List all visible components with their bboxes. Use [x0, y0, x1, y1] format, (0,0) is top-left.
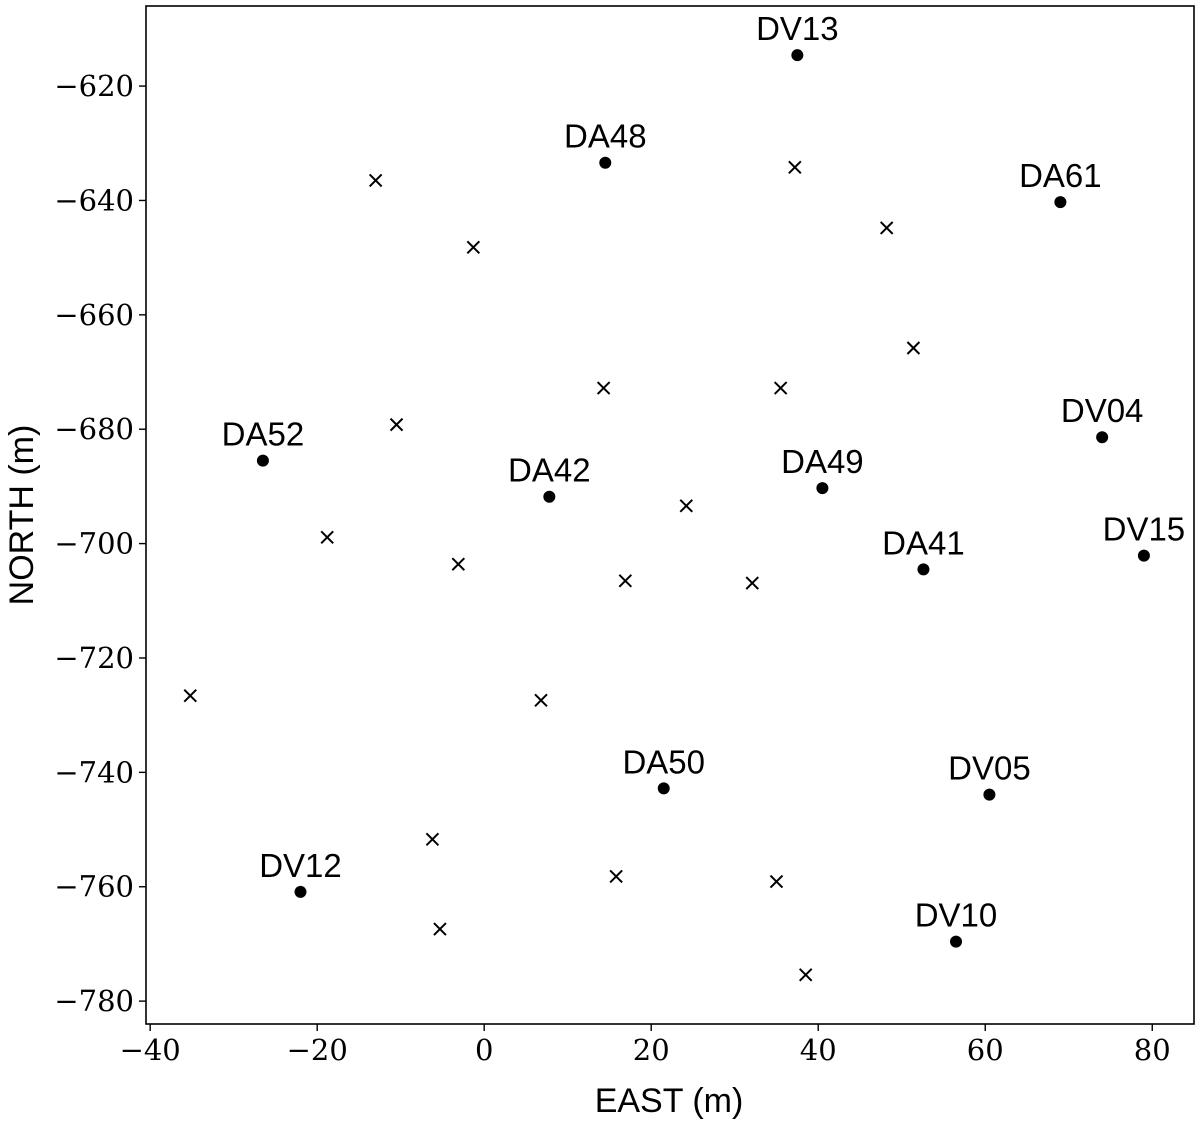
x-tick-label: −20 [287, 1033, 348, 1067]
antenna-label: DV13 [756, 10, 839, 47]
antenna-point [1096, 431, 1109, 444]
antenna-label: DA52 [222, 416, 305, 453]
x-marker-point [368, 173, 383, 188]
antenna-point [294, 885, 307, 898]
x-axis-title: EAST (m) [595, 1082, 744, 1120]
antenna-point [657, 782, 670, 795]
y-tick-label: −720 [54, 641, 134, 675]
x-marker-point [596, 381, 611, 395]
x-marker-point [745, 576, 759, 590]
x-tick-label: 80 [1134, 1033, 1171, 1067]
antenna-point [983, 788, 996, 801]
x-tick-label: 40 [800, 1033, 837, 1067]
x-axis: −40 −20 0 20 40 60 80 [120, 1024, 1171, 1067]
y-tick-label: −680 [54, 412, 134, 446]
y-tick-label: −740 [54, 755, 134, 789]
x-marker-point [679, 499, 693, 513]
x-marker-point [425, 832, 440, 846]
x-marker-point [879, 221, 894, 235]
x-marker-point [534, 693, 548, 708]
x-marker-point [788, 160, 802, 174]
antenna-point [816, 482, 829, 495]
x-tick-label: 0 [475, 1033, 493, 1067]
y-axis: −620 −640 −660 −680 −700 −720 −740 −760 −780 [54, 69, 146, 1018]
antenna-label: DV05 [948, 750, 1031, 787]
antenna-label: DA48 [564, 118, 647, 155]
antenna-point [1054, 196, 1067, 209]
antenna-label: DA41 [882, 524, 965, 561]
x-marker-point [798, 968, 813, 982]
antenna-label: DA50 [622, 743, 705, 780]
x-marker-point [769, 874, 784, 889]
x-tick-label: 60 [967, 1033, 1004, 1067]
y-tick-label: −760 [54, 870, 134, 904]
x-marker-point [183, 689, 197, 703]
x-marker-point [466, 240, 481, 255]
antenna-label: DA42 [508, 452, 591, 489]
x-marker-point [618, 574, 633, 588]
x-marker-point [451, 557, 466, 571]
x-marker-point [433, 922, 447, 936]
x-tick-label: −40 [120, 1033, 181, 1067]
x-marker-point [906, 341, 921, 355]
data-points: DV13 DA48 DA61 DV04 DA52 DA49 DA42 DA41 DV15 DA50… [183, 10, 1186, 982]
antenna-label: DV04 [1061, 392, 1144, 429]
x-marker-point [773, 381, 788, 395]
y-axis-title: NORTH (m) [3, 425, 41, 606]
x-marker-point [320, 530, 334, 545]
antenna-point [1137, 549, 1150, 562]
y-tick-label: −640 [54, 183, 134, 217]
antenna-point [791, 49, 804, 62]
y-tick-label: −700 [54, 527, 134, 561]
antenna-label: DV10 [915, 897, 998, 934]
antenna-point [917, 563, 930, 576]
x-marker-point [609, 869, 623, 884]
antenna-label: DA49 [781, 443, 864, 480]
x-tick-label: 20 [633, 1033, 670, 1067]
antenna-point [599, 156, 612, 169]
plot-frame [145, 5, 1195, 1025]
antenna-point [543, 490, 556, 503]
antenna-point [256, 454, 269, 467]
antenna-point [950, 935, 963, 948]
antenna-label: DA61 [1019, 157, 1102, 194]
x-marker-point [389, 417, 404, 432]
antenna-label: DV15 [1103, 511, 1186, 548]
y-tick-label: −620 [54, 69, 134, 103]
antenna-label: DV12 [259, 847, 342, 884]
y-tick-label: −660 [54, 298, 134, 332]
y-tick-label: −780 [54, 984, 134, 1018]
